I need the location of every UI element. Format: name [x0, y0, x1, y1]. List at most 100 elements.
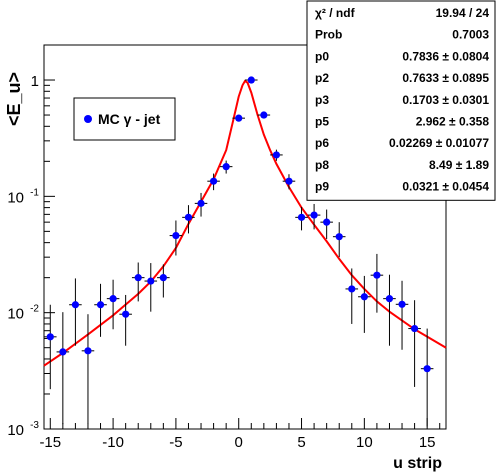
stat-value: 0.1703 ± 0.0301: [402, 93, 489, 107]
stat-name: p2: [315, 71, 329, 85]
data-point: [207, 173, 220, 191]
x-tick-label: 15: [419, 434, 436, 451]
data-point: [44, 304, 57, 390]
point-marker: [360, 293, 368, 301]
point-marker: [147, 277, 155, 285]
y-tick-label: 10: [7, 422, 24, 439]
data-point: [144, 263, 158, 312]
x-tick-label: 5: [297, 434, 305, 451]
data-points: [44, 76, 434, 427]
y-tick-label: 10: [7, 306, 24, 323]
point-marker: [323, 218, 331, 226]
data-point: [295, 206, 308, 231]
point-marker: [109, 295, 117, 303]
data-point: [81, 314, 95, 425]
point-marker: [59, 348, 67, 356]
stat-name: Prob: [315, 28, 342, 42]
y-tick-label: 1: [31, 73, 39, 90]
y-axis-label: <E_u>: [4, 72, 24, 126]
data-point: [106, 279, 120, 330]
stat-value: 8.49 ± 1.89: [429, 158, 489, 172]
point-marker: [197, 199, 205, 207]
stat-name: χ² / ndf: [315, 6, 356, 20]
x-axis-label: u strip: [393, 455, 442, 472]
data-point: [232, 114, 245, 122]
point-marker: [410, 324, 419, 333]
stat-value: 0.7003: [452, 28, 489, 42]
stat-value: 0.7633 ± 0.0895: [402, 71, 489, 85]
point-marker: [310, 211, 318, 219]
data-point: [345, 268, 359, 324]
x-tick-label: -10: [102, 434, 124, 451]
legend-label: MC γ - jet: [98, 111, 161, 127]
point-marker: [71, 301, 80, 309]
data-point: [307, 203, 321, 230]
legend-marker: [84, 115, 92, 123]
point-marker: [348, 285, 356, 293]
data-point: [219, 160, 233, 174]
stat-name: p8: [315, 158, 329, 172]
point-marker: [260, 111, 268, 119]
point-marker: [172, 231, 180, 240]
point-marker: [335, 233, 343, 241]
data-point: [408, 300, 421, 387]
data-point: [245, 76, 258, 84]
point-marker: [385, 295, 394, 303]
point-marker: [96, 301, 105, 309]
data-point: [56, 312, 70, 425]
point-marker: [209, 177, 218, 185]
point-marker: [297, 213, 306, 221]
data-point: [169, 220, 183, 256]
stat-value: 0.02269 ± 0.01077: [389, 136, 489, 150]
stat-name: p3: [315, 93, 329, 107]
data-point: [358, 275, 371, 333]
stat-name: p9: [315, 180, 329, 194]
data-point: [395, 280, 409, 350]
data-point: [157, 264, 170, 298]
point-marker: [398, 300, 406, 308]
data-point: [94, 283, 107, 337]
point-marker: [235, 114, 243, 122]
data-point: [257, 111, 271, 119]
x-tick-label: 10: [356, 434, 373, 451]
data-point: [119, 294, 132, 346]
fit-curve: [43, 79, 447, 367]
stat-value: 0.7836 ± 0.0804: [402, 49, 489, 63]
stat-name: p0: [315, 49, 329, 63]
stat-value: 19.94 / 24: [436, 6, 490, 20]
data-point: [420, 328, 434, 427]
x-tick-label: 0: [235, 434, 243, 451]
data-point: [194, 192, 208, 217]
point-marker: [122, 310, 130, 318]
axes: -15 -10 -5 0 5 10 15 1 10 -1 10 -2 10 -3: [7, 44, 441, 451]
y-tick-label: 10: [7, 189, 24, 206]
point-marker: [159, 274, 167, 282]
stats-box-frame: [306, 0, 496, 201]
x-tick-label: -15: [39, 434, 61, 451]
data-point: [320, 209, 333, 239]
point-marker: [272, 151, 281, 159]
point-marker: [247, 76, 255, 84]
stat-name: p5: [315, 115, 329, 129]
data-point: [182, 205, 195, 234]
data-point: [270, 149, 283, 161]
stat-value: 0.0321 ± 0.0454: [402, 180, 489, 194]
point-marker: [184, 213, 193, 221]
stat-value: 2.962 ± 0.358: [416, 115, 490, 129]
y-tick-exponent: -2: [30, 304, 39, 315]
data-point: [383, 274, 396, 346]
x-tick-label: -5: [169, 434, 182, 451]
point-marker: [84, 347, 92, 355]
point-marker: [222, 163, 230, 171]
fit-line: [43, 79, 447, 367]
y-tick-exponent: -1: [30, 187, 39, 198]
point-marker: [46, 333, 54, 341]
data-point: [332, 222, 346, 258]
y-tick-exponent: -3: [30, 420, 39, 431]
data-point: [282, 174, 296, 190]
fit-statistics-box: χ² / ndf 19.94 / 24 Prob 0.7003 p0 0.7836 ± 0…: [306, 0, 496, 201]
point-marker: [134, 274, 142, 282]
data-point: [69, 278, 82, 346]
